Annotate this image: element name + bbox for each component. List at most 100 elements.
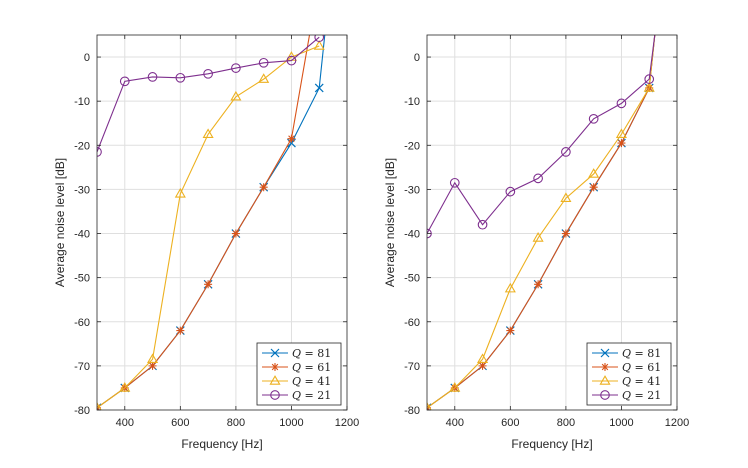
- legend-q-value: 81: [647, 347, 661, 360]
- data-point-q61: [534, 280, 543, 289]
- y-tick-label: -30: [74, 184, 90, 196]
- data-point-q61: [506, 326, 515, 335]
- y-tick-label: -10: [404, 96, 420, 108]
- data-point-q41: [230, 90, 242, 101]
- legend-q-value: 41: [647, 375, 661, 388]
- data-point-q61: [617, 139, 626, 148]
- legend-q-value: 21: [647, 389, 661, 402]
- legend-label: Q = 41: [292, 375, 331, 388]
- legend: Q = 81Q = 61Q = 41Q = 21: [256, 342, 342, 406]
- chart-panel-2: 400 600 800 1000 1200 -80 -70 -60 -50 -40 -30 -20 -1…: [383, 34, 689, 451]
- y-axis-label: Average noise level [dB]: [383, 158, 397, 287]
- data-point-q21: [175, 72, 186, 83]
- legend-marker: [600, 390, 610, 400]
- data-point-q41: [427, 401, 432, 410]
- y-tick-label: -40: [74, 229, 90, 241]
- data-point-q61: [148, 361, 157, 370]
- series-group: [427, 35, 656, 410]
- legend-item-q41: Q = 41: [262, 375, 331, 388]
- legend-marker: [600, 348, 610, 358]
- y-tick-label: 0: [414, 52, 420, 64]
- legend-q-symbol: Q: [622, 375, 631, 388]
- legend-q-symbol: Q: [622, 347, 631, 360]
- data-point-q21: [203, 68, 213, 79]
- y-tick-label: -30: [404, 184, 420, 196]
- x-tick-label: 800: [227, 417, 245, 429]
- legend-q-symbol: Q: [292, 361, 301, 374]
- data-point-q61: [176, 326, 185, 335]
- data-point-q61: [478, 361, 487, 370]
- x-tick-label: 800: [557, 417, 575, 429]
- data-point-q21: [231, 63, 241, 73]
- x-tick-label: 400: [116, 417, 134, 429]
- legend-q-value: 81: [317, 347, 331, 360]
- legend-marker: [269, 375, 281, 385]
- legend-label: Q = 21: [622, 389, 661, 402]
- data-point-q21: [616, 98, 627, 109]
- data-point-q21: [119, 76, 130, 87]
- legend-q-value: 61: [317, 361, 331, 374]
- legend-q-symbol: Q: [292, 375, 301, 388]
- data-point-q21: [533, 173, 543, 184]
- y-tick-label: -70: [74, 361, 90, 373]
- data-point-q81: [314, 83, 324, 93]
- legend-equals: =: [631, 347, 647, 360]
- data-point-q21: [588, 113, 599, 124]
- x-tick-label: 1200: [335, 417, 359, 429]
- data-point-q41: [477, 353, 489, 364]
- data-point-q21: [286, 55, 297, 66]
- legend-equals: =: [301, 389, 317, 402]
- legend-q-value: 21: [317, 389, 331, 402]
- y-tick-label: -10: [74, 96, 90, 108]
- legend-q-value: 61: [647, 361, 661, 374]
- legend-item-q81: Q = 81: [262, 347, 331, 360]
- data-point-q21: [477, 219, 488, 230]
- y-tick-label: -60: [404, 317, 420, 329]
- legend-label: Q = 61: [292, 361, 331, 374]
- legend-equals: =: [631, 361, 647, 374]
- legend-q-symbol: Q: [292, 347, 301, 360]
- data-point-q41: [97, 401, 102, 410]
- data-point-q21: [449, 177, 460, 188]
- data-point-q61: [589, 183, 598, 192]
- x-tick-label: 400: [446, 417, 464, 429]
- y-tick-label: -60: [74, 317, 90, 329]
- series-line-q41: [427, 35, 656, 409]
- data-point-q41: [532, 232, 544, 242]
- axes-box: [426, 34, 678, 411]
- legend-item-q21: Q = 21: [592, 389, 661, 402]
- axes-box: [96, 34, 348, 411]
- data-point-q41: [174, 187, 186, 198]
- grid: [427, 35, 677, 410]
- legend-label: Q = 81: [292, 347, 331, 360]
- legend-marker: [270, 348, 280, 358]
- data-point-q21: [147, 72, 158, 82]
- legend-q-symbol: Q: [622, 361, 631, 374]
- y-axis-label: Average noise level [dB]: [53, 158, 67, 287]
- y-tick-label: -20: [404, 140, 420, 152]
- legend-label: Q = 41: [622, 375, 661, 388]
- legend-item-q81: Q = 81: [592, 347, 661, 360]
- data-point-q61: [287, 134, 296, 143]
- legend-item-q61: Q = 61: [262, 361, 331, 374]
- legend-label: Q = 61: [622, 361, 661, 374]
- legend-marker: [270, 390, 280, 400]
- legend-item-q21: Q = 21: [262, 389, 331, 402]
- y-tick-label: -50: [404, 273, 420, 285]
- data-point-q81: [287, 138, 296, 148]
- y-tick-label: 0: [84, 52, 90, 64]
- series-group: [97, 35, 326, 410]
- legend-marker: [271, 363, 279, 371]
- x-axis-label: Frequency [Hz]: [511, 437, 592, 451]
- x-axis-label: Frequency [Hz]: [181, 437, 262, 451]
- legend-equals: =: [631, 375, 647, 388]
- data-point-q21: [561, 147, 571, 157]
- data-point-q21: [505, 186, 516, 197]
- series-line-q61: [427, 35, 656, 409]
- legend-item-q41: Q = 41: [592, 375, 661, 388]
- data-point-q41: [588, 168, 600, 178]
- x-tick-label: 1000: [279, 417, 303, 429]
- data-point-q61: [204, 280, 213, 289]
- data-point-q41: [643, 82, 655, 92]
